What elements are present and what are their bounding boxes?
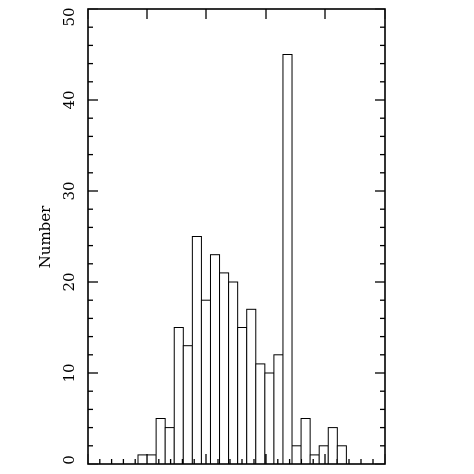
histogram-bar [300,418,311,465]
histogram-bar [173,327,184,465]
histogram-bar [164,427,175,465]
histogram-bar [209,254,221,465]
y-tick-label: 10 [60,363,78,382]
bars-group [137,54,347,465]
y-tick-label: 20 [60,272,78,291]
histogram-bar [219,272,230,465]
histogram-bar [182,345,193,465]
y-tick-label: 0 [60,455,78,465]
histogram-bar [318,445,329,465]
histogram-bar [228,281,239,465]
plot-frame [87,8,386,465]
histogram-bar [155,418,166,465]
histogram-bar [200,299,211,465]
y-tick-label: 40 [60,90,78,109]
histogram-bar [191,236,202,465]
histogram-bar [264,372,275,465]
y-tick-label: 50 [60,7,78,26]
y-tick-label: 30 [60,181,78,200]
histogram-bar [273,354,284,465]
histogram-bar [237,327,248,465]
histogram-bar [327,427,338,465]
y-tick-labels: 0 10 20 30 40 50 [60,7,78,464]
histogram-bar [282,54,293,465]
histogram-bar [146,454,157,465]
histogram-bar [137,454,148,465]
histogram-bar [336,445,347,465]
histogram-bar [291,445,302,465]
histogram-bar [246,308,257,465]
y-axis-label: Number [36,205,54,268]
histogram-bar [309,454,320,465]
histogram-bar [255,363,266,465]
